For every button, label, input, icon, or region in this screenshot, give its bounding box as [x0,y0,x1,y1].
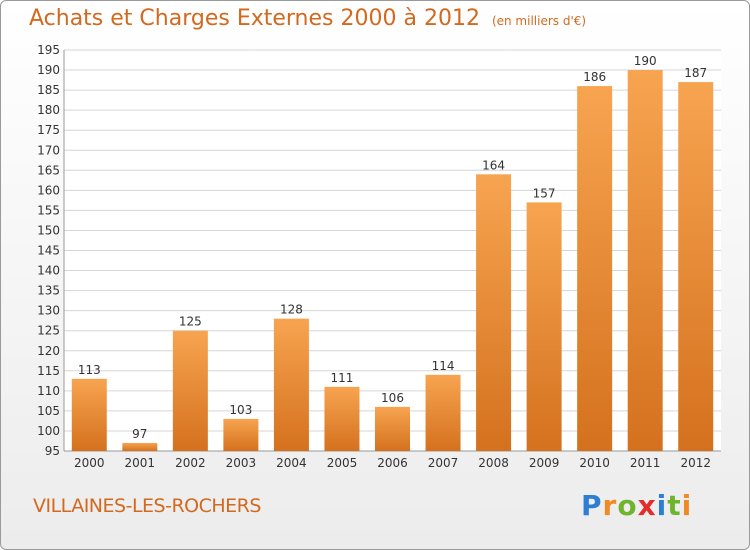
logo-letter: t [667,489,682,522]
bar [172,330,208,451]
x-tick-label: 2005 [327,456,358,470]
logo-letter: i [656,489,668,522]
logo-letter: x [637,489,657,522]
x-tick-label: 2000 [74,456,105,470]
bar [627,70,663,452]
bar-value-label: 190 [634,54,657,68]
chart-title-unit: (en milliers d'€) [491,14,587,28]
y-tick-label: 185 [37,83,60,97]
bar [425,374,461,451]
y-tick-label: 190 [37,63,60,77]
bar [273,318,309,451]
y-tick-label: 95 [45,444,60,458]
bar-value-label: 157 [533,186,556,200]
x-tick-label: 2008 [478,456,509,470]
y-tick-label: 135 [37,284,60,298]
bar [577,86,613,451]
y-tick-label: 170 [37,143,60,157]
x-tick-label: 2001 [125,456,156,470]
bar-value-label: 186 [583,70,606,84]
logo-letter: r [602,489,618,522]
bar-value-label: 103 [229,403,252,417]
bar [122,442,158,451]
bar [476,174,512,451]
y-tick-label: 180 [37,103,60,117]
logo-letter: i [681,489,693,522]
y-tick-label: 115 [37,364,60,378]
bar-value-label: 106 [381,391,404,405]
bar-value-label: 111 [331,371,354,385]
y-tick-label: 145 [37,244,60,258]
y-tick-label: 120 [37,344,60,358]
y-tick-label: 165 [37,163,60,177]
y-tick-label: 175 [37,123,60,137]
x-tick-label: 2007 [428,456,459,470]
bar [223,418,259,451]
bar-value-label: 187 [684,66,707,80]
bar [526,202,562,451]
y-tick-label: 100 [37,424,60,438]
x-tick-label: 2003 [226,456,257,470]
x-tick-label: 2010 [579,456,610,470]
x-tick-label: 2011 [630,456,661,470]
y-tick-label: 125 [37,324,60,338]
y-tick-label: 195 [37,43,60,57]
logo-letter: P [581,489,603,522]
bar [324,386,360,451]
bar-value-label: 114 [432,359,455,373]
proxiti-logo[interactable]: Proxiti [581,489,692,522]
x-tick-label: 2009 [529,456,560,470]
y-tick-label: 155 [37,203,60,217]
y-tick-label: 110 [37,384,60,398]
y-tick-label: 105 [37,404,60,418]
x-tick-label: 2012 [680,456,711,470]
y-tick-label: 140 [37,264,60,278]
bar-value-label: 164 [482,158,505,172]
chart-title-main: Achats et Charges Externes 2000 à 2012 [29,6,480,31]
chart-title: Achats et Charges Externes 2000 à 2012 (e… [29,6,586,31]
y-tick-label: 130 [37,304,60,318]
bar [71,378,107,451]
logo-letter: o [617,489,638,522]
x-tick-label: 2004 [276,456,307,470]
x-tick-label: 2006 [377,456,408,470]
bar-value-label: 113 [78,363,101,377]
commune-name: VILLAINES-LES-ROCHERS [33,495,261,517]
y-tick-label: 150 [37,223,60,237]
x-tick-label: 2002 [175,456,206,470]
bar-value-label: 128 [280,303,303,317]
y-tick-label: 160 [37,183,60,197]
bar-value-label: 125 [179,315,202,329]
bar-value-label: 97 [132,427,147,441]
bar [375,406,410,451]
bar [678,82,714,451]
